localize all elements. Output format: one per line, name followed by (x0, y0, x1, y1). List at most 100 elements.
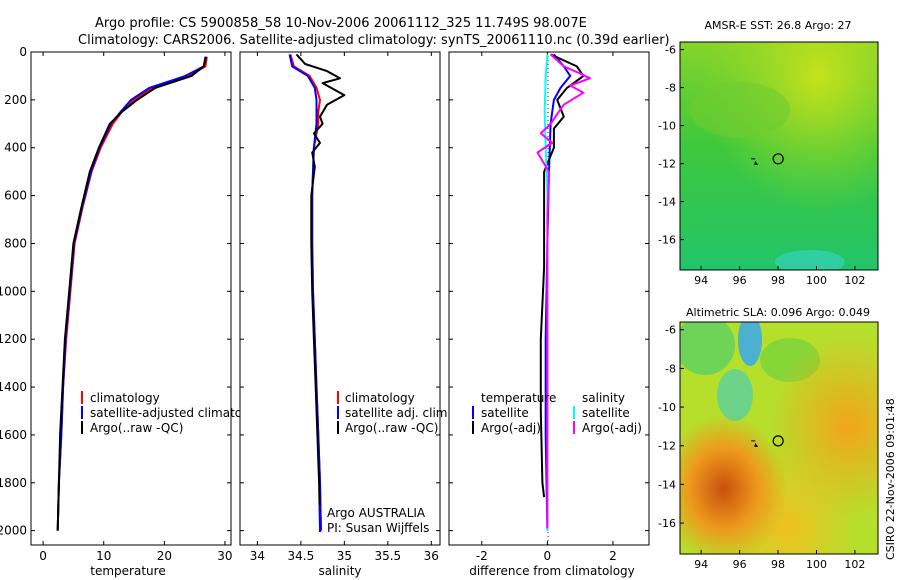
sst-map-title: AMSR-E SST: 26.8 Argo: 27 (704, 19, 851, 32)
title-line2: Climatology: CARS2006. Satellite-adjuste… (78, 33, 670, 48)
legend-satellite-adjusted: satellite-adjusted climatology (90, 406, 268, 420)
annotation-pi: PI: Susan Wijffels (327, 521, 429, 535)
legend-salinity-header: salinity (582, 391, 625, 405)
map-y-tick-label: -8 (665, 362, 676, 375)
depth-tick-label: 1200 (0, 332, 27, 346)
difference-legend: temperature satellite Argo(-adj) salinit… (472, 391, 642, 435)
map-y-tick-label: -14 (658, 196, 676, 209)
depth-tick-label: 2000 (0, 524, 27, 538)
temperature-frame (30, 51, 232, 546)
side-label: CSIRO 22-Nov-2006 09:01:48 (884, 398, 897, 560)
legend-temp-argo: Argo(-adj) (481, 421, 541, 435)
map-x-tick-label: 96 (733, 274, 747, 287)
x-tick-label: 34 (250, 549, 265, 563)
sst-marks (751, 153, 784, 165)
depth-tick-label: 1800 (0, 476, 27, 490)
map-y-tick-label: -10 (658, 120, 676, 133)
temperature-legend: climatology satellite-adjusted climatolo… (81, 391, 268, 435)
legend-satellite-adj: satellite adj. clim. (345, 406, 451, 420)
annotation-program: Argo AUSTRALIA (327, 506, 426, 520)
series-line-temperature-argo-adj- (539, 53, 585, 498)
legend-sal-argo: Argo(-adj) (582, 421, 642, 435)
temperature-lines (56, 56, 208, 531)
sst-ticks: 94 96 98 100 102 -6 -8 -10 -12 -14 -16 (658, 44, 865, 287)
map-x-tick-label: 98 (771, 274, 785, 287)
x-tick-label: 36 (424, 549, 439, 563)
sla-map: Altimetric SLA: 0.096 Argo: 0.049 94 96 98… (658, 306, 879, 571)
x-tick-label: 2 (609, 549, 617, 563)
map-y-tick-label: -16 (658, 517, 676, 530)
depth-tick-label: 1400 (0, 380, 27, 394)
depth-tick-label: 1600 (0, 428, 27, 442)
sla-field (680, 322, 878, 554)
difference-lines (536, 53, 591, 531)
x-tick-label: 35 (337, 549, 352, 563)
temperature-x-ticks: 0 10 20 30 (31, 51, 233, 563)
x-tick-label: 20 (157, 549, 172, 563)
map-y-tick-label: -16 (658, 234, 676, 247)
difference-frame (448, 51, 650, 546)
x-tick-label: 0 (39, 549, 47, 563)
map-x-tick-label: 100 (806, 558, 827, 571)
map-y-tick-label: -10 (658, 401, 676, 414)
salinity-legend: climatology satellite adj. clim. Argo(..… (337, 391, 451, 435)
map-x-tick-label: 94 (694, 274, 708, 287)
map-x-tick-label: 98 (771, 558, 785, 571)
depth-tick-label: 200 (4, 93, 27, 107)
depth-tick-label: 600 (4, 189, 27, 203)
legend-temperature-header: temperature (481, 391, 556, 405)
legend-climatology: climatology (345, 391, 415, 405)
depth-tick-labels: 0 200 400 600 800 1000 1200 1400 1600 1800 2000 (0, 45, 27, 538)
sla-map-title: Altimetric SLA: 0.096 Argo: 0.049 (686, 306, 870, 319)
title-line1: Argo profile: CS 5900858_58 10-Nov-2006 … (95, 16, 587, 31)
map-y-tick-label: -14 (658, 478, 676, 491)
legend-argo: Argo(..raw -QC) (90, 421, 183, 435)
map-x-tick-label: 102 (844, 274, 865, 287)
depth-tick-label: 1000 (0, 284, 27, 298)
map-y-tick-label: -8 (665, 82, 676, 95)
x-tick-label: 10 (96, 549, 111, 563)
map-x-tick-label: 100 (806, 274, 827, 287)
salinity-x-ticks: 34 34.5 35 35.5 36 (240, 51, 440, 563)
map-y-tick-label: -12 (658, 440, 676, 453)
temperature-xlabel: temperature (90, 564, 165, 578)
float-track-arrow (754, 442, 759, 447)
salinity-panel: 34 34.5 35 35.5 36 salinity climatology sate… (239, 51, 451, 578)
legend-climatology: climatology (90, 391, 160, 405)
sst-map: AMSR-E SST: 26.8 Argo: 27 (658, 19, 879, 287)
legend-temp-satellite: satellite (481, 406, 529, 420)
x-tick-label: 35.5 (374, 549, 401, 563)
salinity-lines (288, 53, 346, 531)
depth-tick-label: 800 (4, 236, 27, 250)
series-line-argo-raw-qc- (56, 56, 207, 531)
map-y-tick-label: -6 (665, 324, 676, 337)
map-x-tick-label: 96 (733, 558, 747, 571)
legend-sal-satellite: satellite (582, 406, 630, 420)
depth-tick-label: 400 (4, 141, 27, 155)
map-y-tick-label: -6 (665, 44, 676, 57)
x-tick-label: -2 (476, 549, 488, 563)
argo-position-marker (772, 435, 784, 447)
sla-marks (751, 435, 784, 447)
series-line-salinity-argo-adj- (536, 53, 591, 529)
map-x-tick-label: 94 (694, 558, 708, 571)
map-x-tick-label: 102 (844, 558, 865, 571)
argo-position-marker (772, 153, 784, 165)
salinity-xlabel: salinity (318, 564, 361, 578)
sla-frame (679, 321, 879, 555)
temperature-panel: 0 200 400 600 800 1000 1200 1400 1600 1800 2000 0 1… (0, 45, 268, 578)
sla-ticks: 94 96 98 100 102 -6 -8 -10 -12 -14 -16 (658, 324, 865, 571)
x-tick-label: 34.5 (288, 549, 315, 563)
sst-field (680, 42, 878, 270)
difference-panel: -2 0 2 difference from climatology tempera… (448, 51, 650, 578)
x-tick-label: 30 (217, 549, 232, 563)
depth-tick-label: 0 (19, 45, 27, 59)
salinity-frame (239, 51, 441, 546)
map-y-tick-label: -12 (658, 158, 676, 171)
sst-frame (679, 41, 879, 271)
legend-argo: Argo(..raw -QC) (345, 421, 438, 435)
float-annotation: Argo AUSTRALIA PI: Susan Wijffels (319, 505, 429, 535)
x-tick-label: 0 (544, 549, 552, 563)
float-track-arrow (754, 160, 759, 165)
